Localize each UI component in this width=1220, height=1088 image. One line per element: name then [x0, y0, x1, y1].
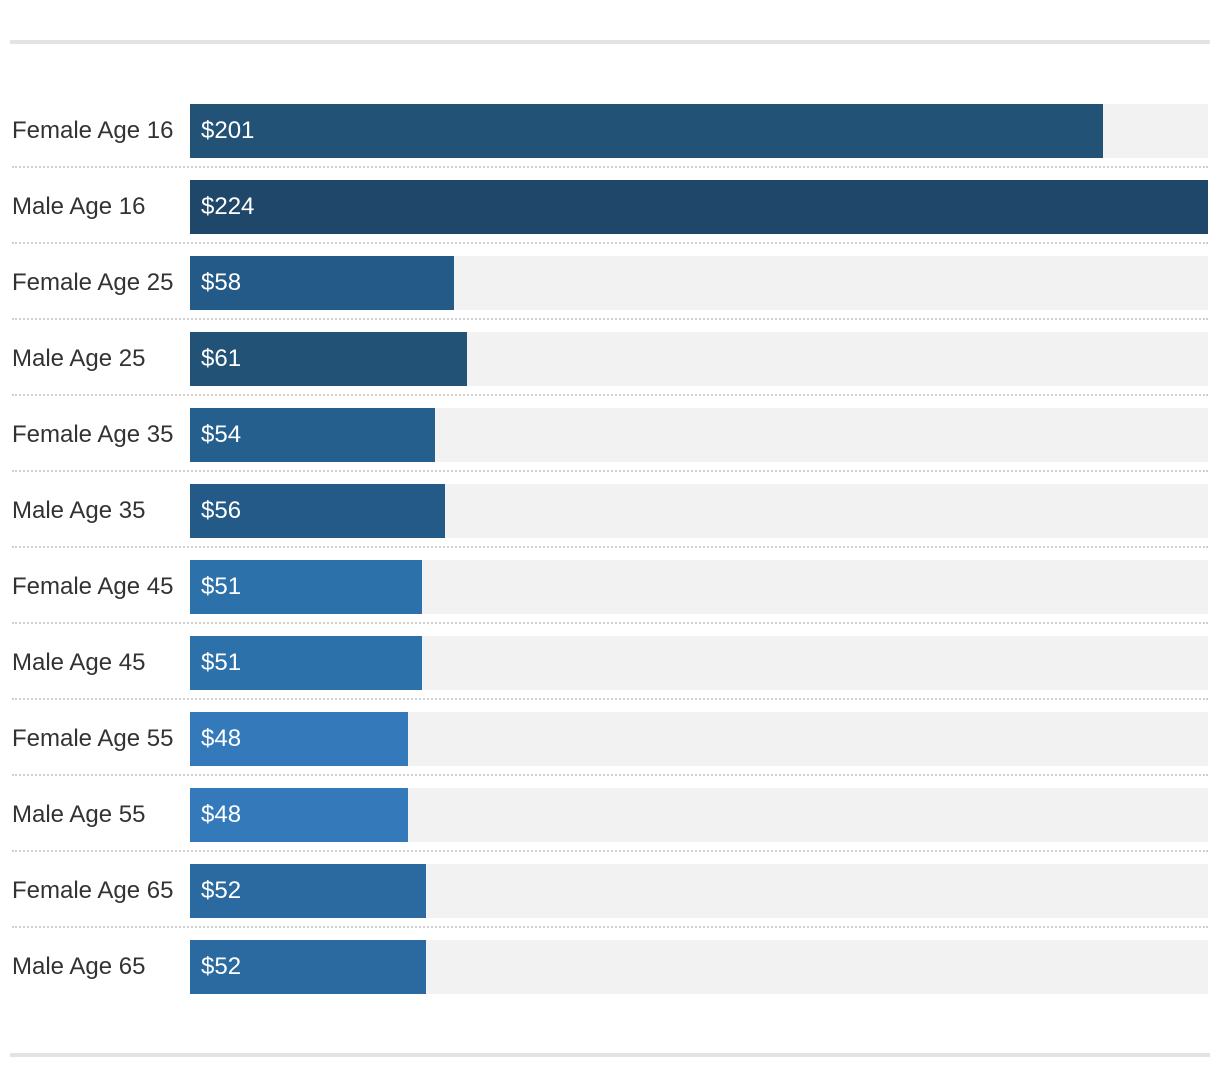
category-label: Female Age 35: [12, 421, 174, 448]
bar-track: $52: [190, 864, 1208, 918]
bar: [190, 180, 1208, 234]
bar: [190, 256, 454, 310]
bar-row: Male Age 45 $51: [0, 624, 1220, 700]
value-label: $56: [201, 497, 242, 524]
row-separator: [12, 698, 1208, 700]
value-label: $51: [201, 573, 242, 600]
bar: [190, 408, 435, 462]
row-separator: [12, 166, 1208, 168]
row-separator: [12, 318, 1208, 320]
category-label: Female Age 25: [12, 269, 174, 296]
value-label: $224: [201, 193, 255, 220]
row-separator: [12, 622, 1208, 624]
bar-track: $56: [190, 484, 1208, 538]
bar-track: $48: [190, 712, 1208, 766]
bar-track: $52: [190, 940, 1208, 994]
category-label: Female Age 16: [12, 117, 174, 144]
bar: [190, 560, 422, 614]
row-separator: [12, 394, 1208, 396]
category-label: Male Age 45: [12, 649, 146, 676]
bar: [190, 940, 426, 994]
value-label: $48: [201, 725, 242, 752]
value-label: $201: [201, 117, 255, 144]
category-label: Male Age 16: [12, 193, 146, 220]
category-label: Female Age 65: [12, 877, 174, 904]
bar-row: Male Age 16 $224: [0, 168, 1220, 244]
bar: [190, 636, 422, 690]
row-separator: [12, 546, 1208, 548]
value-label: $61: [201, 345, 242, 372]
row-separator: [12, 926, 1208, 928]
row-separator: [12, 470, 1208, 472]
category-label: Female Age 55: [12, 725, 174, 752]
bottom-divider: [10, 1053, 1210, 1057]
bar-row: Female Age 16 $201: [0, 92, 1220, 168]
bar-track: $224: [190, 180, 1208, 234]
bar: [190, 484, 445, 538]
value-label: $58: [201, 269, 242, 296]
category-label: Female Age 45: [12, 573, 174, 600]
bar-row: Female Age 45 $51: [0, 548, 1220, 624]
value-label: $51: [201, 649, 242, 676]
bar-track: $51: [190, 560, 1208, 614]
value-label: $48: [201, 801, 242, 828]
bar-track: $54: [190, 408, 1208, 462]
top-divider: [10, 40, 1210, 44]
bar-row: Female Age 25 $58: [0, 244, 1220, 320]
value-label: $52: [201, 877, 242, 904]
bar-track: $51: [190, 636, 1208, 690]
row-separator: [12, 242, 1208, 244]
row-separator: [12, 850, 1208, 852]
bar-row: Male Age 55 $48: [0, 776, 1220, 852]
bar-track: $48: [190, 788, 1208, 842]
value-label: $54: [201, 421, 242, 448]
bar: [190, 712, 408, 766]
bar-track: $61: [190, 332, 1208, 386]
bar-track: $58: [190, 256, 1208, 310]
bar-row: Female Age 35 $54: [0, 396, 1220, 472]
bar: [190, 104, 1103, 158]
category-label: Male Age 25: [12, 345, 146, 372]
bar-row: Female Age 65 $52: [0, 852, 1220, 928]
category-label: Male Age 65: [12, 953, 146, 980]
category-label: Male Age 35: [12, 497, 146, 524]
category-label: Male Age 55: [12, 801, 146, 828]
value-label: $52: [201, 953, 242, 980]
bar: [190, 864, 426, 918]
bar-row: Male Age 65 $52: [0, 928, 1220, 1004]
bar-row: Male Age 35 $56: [0, 472, 1220, 548]
bar-track: $201: [190, 104, 1208, 158]
bar: [190, 788, 408, 842]
bar-chart: Female Age 16 $201 Male Age 16 $224 Female A…: [0, 92, 1220, 1004]
bar: [190, 332, 467, 386]
row-separator: [12, 774, 1208, 776]
bar-row: Female Age 55 $48: [0, 700, 1220, 776]
bar-row: Male Age 25 $61: [0, 320, 1220, 396]
